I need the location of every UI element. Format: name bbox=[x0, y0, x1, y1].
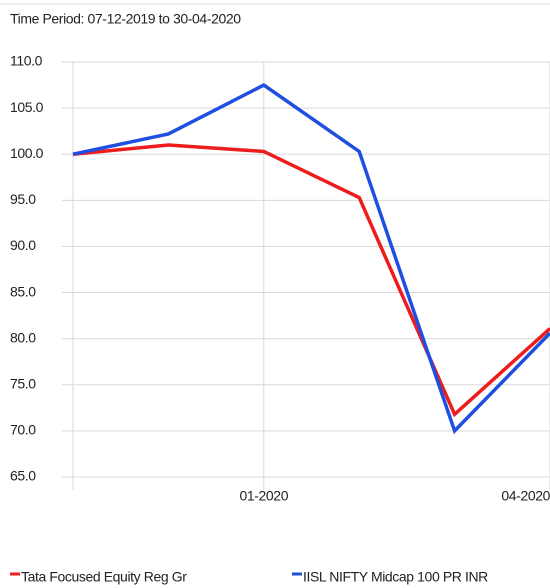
y-tick-label: 100.0 bbox=[10, 145, 44, 161]
series-line bbox=[72, 143, 550, 418]
y-tick-label: 75.0 bbox=[10, 375, 36, 391]
y-tick-label: 80.0 bbox=[10, 329, 36, 345]
y-tick-label: 70.0 bbox=[10, 422, 36, 438]
x-tick-label: 04-2020 bbox=[501, 488, 550, 504]
y-tick-label: 105.0 bbox=[10, 99, 44, 115]
y-tick-label: 110.0 bbox=[10, 53, 43, 69]
legend-label: Tata Focused Equity Reg Gr bbox=[21, 569, 187, 585]
x-tick-label: 01-2020 bbox=[240, 488, 289, 504]
y-tick-label: 65.0 bbox=[10, 468, 36, 484]
chart-subtitle: Time Period: 07-12-2019 to 30-04-2020 bbox=[10, 11, 241, 27]
series-line bbox=[72, 83, 550, 435]
y-tick-label: 85.0 bbox=[10, 283, 36, 299]
y-tick-label: 95.0 bbox=[10, 191, 36, 207]
y-tick-label: 90.0 bbox=[10, 237, 36, 253]
legend-label: IISL NIFTY Midcap 100 PR INR bbox=[303, 569, 488, 585]
